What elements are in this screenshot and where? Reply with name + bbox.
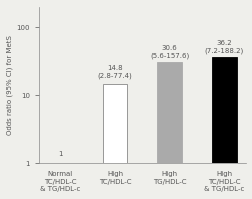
Bar xyxy=(211,58,236,199)
Text: 36.2
(7.2-188.2): 36.2 (7.2-188.2) xyxy=(204,40,243,54)
Text: 1: 1 xyxy=(58,151,62,157)
Bar xyxy=(157,62,181,199)
Bar xyxy=(48,163,73,199)
Y-axis label: Odds ratio (95% CI) for MetS: Odds ratio (95% CI) for MetS xyxy=(7,35,13,135)
Text: 14.8
(2.8-77.4): 14.8 (2.8-77.4) xyxy=(97,65,132,79)
Bar xyxy=(102,84,127,199)
Text: 30.6
(5.6-157.6): 30.6 (5.6-157.6) xyxy=(149,45,188,59)
